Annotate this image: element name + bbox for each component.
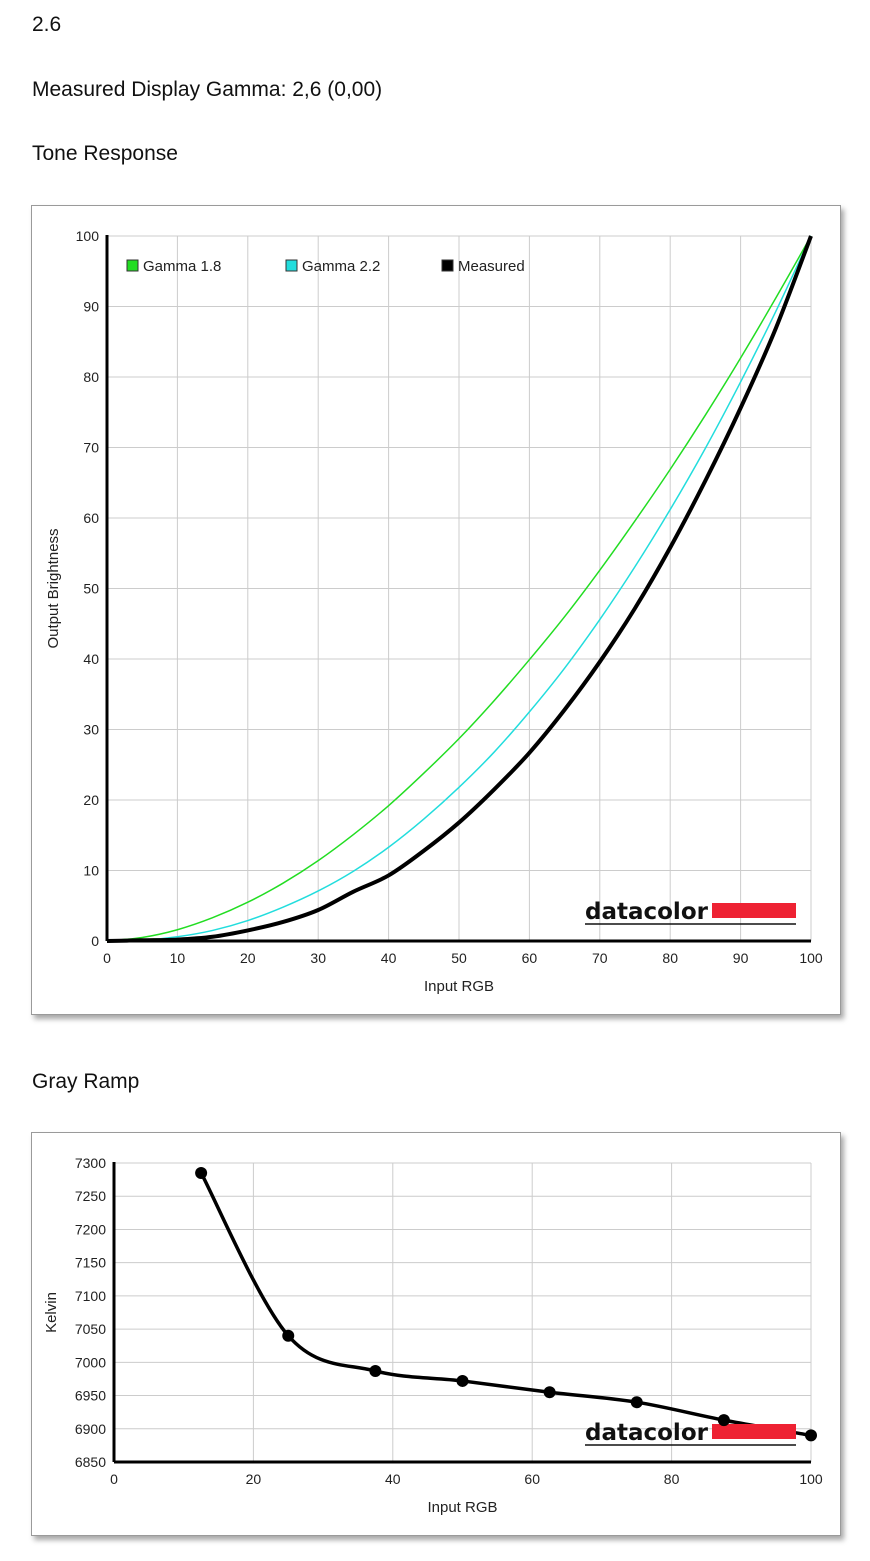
logo-text: datacolor: [585, 899, 709, 925]
legend-gamma-1-8-swatch: [126, 259, 139, 272]
x-tick-label: 0: [103, 950, 111, 966]
y-tick-label: 7300: [75, 1155, 106, 1171]
y-axis-label: Output Brightness: [45, 528, 62, 648]
x-tick-label: 0: [110, 1471, 118, 1487]
x-tick-label: 60: [524, 1471, 540, 1487]
x-axis-label: Input RGB: [424, 978, 494, 995]
y-tick-label: 50: [83, 581, 99, 597]
x-tick-label: 80: [662, 950, 678, 966]
gray-ramp-chart-panel: 0 20 40 60 80 100 6850 6900 6950 7000 7050 7100 7150…: [31, 1132, 841, 1536]
y-tick-label: 60: [83, 510, 99, 526]
x-tick-label: 100: [799, 1471, 823, 1487]
data-point: [717, 1414, 730, 1427]
y-tick-label: 20: [83, 792, 99, 808]
series-line-gamma-1-8: [106, 235, 812, 942]
logo-text: datacolor: [585, 1420, 709, 1446]
x-tick-label: 80: [664, 1471, 680, 1487]
gamma-value: 2.6: [32, 13, 62, 36]
x-tick-label: 40: [381, 950, 397, 966]
y-tick-label: 7200: [75, 1221, 106, 1237]
tone-response-chart-panel: 0 10 20 30 40 50 60 70 80 90 100 0 10 20 30 40 50 60 70 80 9…: [31, 205, 841, 1015]
data-point: [282, 1329, 295, 1342]
y-tick-label: 7250: [75, 1188, 106, 1204]
y-axis-label: Kelvin: [43, 1292, 60, 1333]
data-point: [456, 1374, 469, 1387]
y-tick-label: 90: [83, 299, 99, 315]
measured-gamma-line: Measured Display Gamma: 2,6 (0,00): [32, 78, 383, 101]
data-point: [805, 1429, 817, 1442]
data-point: [630, 1396, 643, 1409]
logo-red-bar: [712, 903, 796, 918]
x-tick-label: 20: [246, 1471, 262, 1487]
x-tick-label: 10: [170, 950, 186, 966]
x-tick-label: 70: [592, 950, 608, 966]
legend-gamma-2-2-swatch: [285, 259, 298, 272]
y-tick-label: 6950: [75, 1388, 106, 1404]
y-tick-label: 80: [83, 369, 99, 385]
y-tick-label: 100: [76, 228, 100, 244]
legend-measured-label: Measured: [458, 258, 525, 275]
tone-response-chart: 0 10 20 30 40 50 60 70 80 90 100 0 10 20 30 40 50 60 70 80 9…: [45, 228, 823, 995]
y-tick-label: 7000: [75, 1354, 106, 1370]
y-tick-label: 0: [91, 933, 99, 949]
legend-gamma-1-8-label: Gamma 1.8: [143, 258, 221, 275]
data-point: [369, 1364, 382, 1377]
y-tick-label: 7100: [75, 1288, 106, 1304]
x-tick-label: 100: [799, 950, 823, 966]
legend-measured-swatch: [441, 259, 454, 272]
logo-red-bar: [712, 1424, 796, 1439]
gray-ramp-title: Gray Ramp: [32, 1070, 140, 1093]
y-tick-label: 10: [83, 863, 99, 879]
y-tick-label: 30: [83, 722, 99, 738]
data-point: [543, 1386, 556, 1399]
x-axis-label: Input RGB: [427, 1499, 497, 1516]
x-tick-label: 20: [240, 950, 256, 966]
y-tick-label: 7050: [75, 1321, 106, 1337]
series-line-measured: [106, 235, 813, 943]
x-tick-label: 40: [385, 1471, 401, 1487]
legend-gamma-2-2-label: Gamma 2.2: [302, 258, 380, 275]
data-point: [195, 1166, 208, 1179]
x-tick-label: 30: [310, 950, 326, 966]
gray-ramp-chart: 0 20 40 60 80 100 6850 6900 6950 7000 7050 7100 7150…: [43, 1155, 823, 1516]
y-tick-label: 7150: [75, 1255, 106, 1271]
x-tick-label: 90: [733, 950, 749, 966]
y-tick-label: 40: [83, 651, 99, 667]
x-tick-label: 50: [451, 950, 467, 966]
y-tick-label: 6850: [75, 1454, 106, 1470]
y-tick-label: 70: [83, 440, 99, 456]
tone-response-title: Tone Response: [32, 142, 178, 165]
x-tick-label: 60: [522, 950, 538, 966]
y-tick-label: 6900: [75, 1421, 106, 1437]
series-line-gamma-2-2: [106, 235, 812, 942]
